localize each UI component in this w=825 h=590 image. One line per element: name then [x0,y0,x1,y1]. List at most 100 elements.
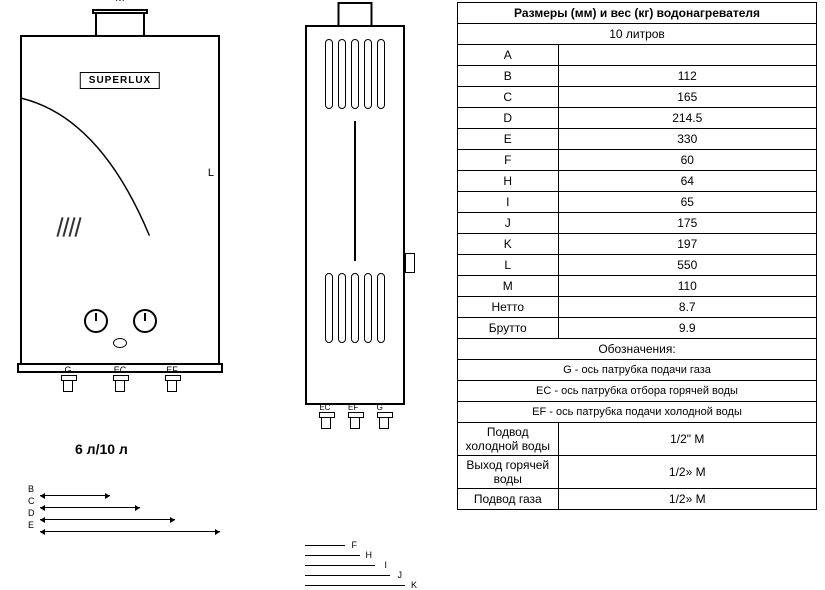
dimensions-table: Размеры (мм) и вес (кг) водонагревателя … [457,2,817,510]
brand-badge: SUPERLUX [80,72,160,89]
dim-B: B [28,484,34,494]
param-cell: M [458,276,559,297]
value-cell: 197 [558,234,816,255]
param-cell: L [458,255,559,276]
param-cell: F [458,150,559,171]
param-cell: E [458,129,559,150]
heater-body-side: EC EF G [305,25,405,405]
connector-G: G [61,365,75,391]
dim-F: F [352,540,358,550]
flue-outlet-side [338,2,373,27]
param-cell: K [458,234,559,255]
fitting-icon [348,412,362,428]
value-cell: 330 [558,129,816,150]
conn-param: Подвод холодной воды [458,423,559,456]
param-cell: J [458,213,559,234]
dim-J: J [398,570,403,580]
legend-cell: EC - ось патрубка отбора горячей воды [458,381,817,402]
table-row: B112 [458,66,817,87]
dim-C: C [28,496,35,506]
conn-value: 1/2» M [558,456,816,489]
table-row: Нетто8.7 [458,297,817,318]
control-knobs [22,309,218,333]
connection-row: Подвод холодной воды1/2" M [458,423,817,456]
technical-drawings: M SUPERLUX L [0,0,455,527]
flue-outlet [95,12,145,37]
conn-param: Подвод газа [458,489,559,510]
table-row: F60 [458,150,817,171]
fitting-icon [319,412,333,428]
front-elevation: M SUPERLUX L [20,10,220,410]
dim-E: E [28,520,34,530]
heater-body-front: SUPERLUX L G [20,35,220,365]
value-cell: 112 [558,66,816,87]
dim-I: I [384,560,387,570]
table-row: H64 [458,171,817,192]
fitting-icon [61,375,75,391]
knob-right [133,309,157,333]
connector-EF: EF [165,365,179,391]
legend-header: Обозначения: [458,339,817,360]
table-row: E330 [458,129,817,150]
connector-EC: EC [113,365,127,391]
connector-label: EF [165,365,179,375]
conn-value: 1/2» M [558,489,816,510]
front-connectors: G EC EF [22,365,218,391]
table-row: M110 [458,276,817,297]
specifications-panel: Размеры (мм) и вес (кг) водонагревателя … [455,0,825,527]
param-cell: Нетто [458,297,559,318]
value-cell [558,45,816,66]
table-row: A [458,45,817,66]
table-row: I65 [458,192,817,213]
value-cell: 110 [558,276,816,297]
connector-label: EC [113,365,127,375]
value-cell: 550 [558,255,816,276]
model-caption: 6 л/10 л [75,441,128,457]
capacity-header: 10 литров [458,24,817,45]
side-knob [405,253,415,273]
value-cell: 60 [558,150,816,171]
param-cell: Брутто [458,318,559,339]
param-cell: D [458,108,559,129]
legend-cell: EF - ось патрубка подачи холодной воды [458,402,817,423]
param-cell: H [458,171,559,192]
conn-value: 1/2" M [558,423,816,456]
table-row: Брутто9.9 [458,318,817,339]
value-cell: 214.5 [558,108,816,129]
connector-label: G [61,365,75,375]
value-cell: 65 [558,192,816,213]
table-row: C165 [458,87,817,108]
dim-L-label: L [208,167,214,179]
connection-row: Подвод газа1/2» M [458,489,817,510]
connector-EF-side: EF [348,403,362,428]
value-cell: 8.7 [558,297,816,318]
value-cell: 175 [558,213,816,234]
side-elevation: EC EF G F H I J K [290,10,420,450]
legend-row: G - ось патрубка подачи газа [458,360,817,381]
conn-param: Выход горячей воды [458,456,559,489]
value-cell: 9.9 [558,318,816,339]
param-cell: B [458,66,559,87]
dim-D: D [28,508,35,518]
dim-H: H [366,550,373,560]
connector-G-side: G [377,403,391,428]
front-panel-curve [22,97,218,237]
table-row: D214.5 [458,108,817,129]
bottom-vents [315,273,395,343]
fitting-icon [165,375,179,391]
param-cell: C [458,87,559,108]
dim-K: K [411,580,417,590]
legend-row: EF - ось патрубка подачи холодной воды [458,402,817,423]
table-title: Размеры (мм) и вес (кг) водонагревателя [458,3,817,24]
fitting-icon [113,375,127,391]
value-cell: 165 [558,87,816,108]
legend-cell: G - ось патрубка подачи газа [458,360,817,381]
flue-cap [92,9,148,14]
side-connectors: EC EF G [307,403,403,428]
table-row: K197 [458,234,817,255]
table-row: J175 [458,213,817,234]
value-cell: 64 [558,171,816,192]
detail-marks [57,217,81,240]
connector-EC-side: EC [319,403,333,428]
param-cell: I [458,192,559,213]
